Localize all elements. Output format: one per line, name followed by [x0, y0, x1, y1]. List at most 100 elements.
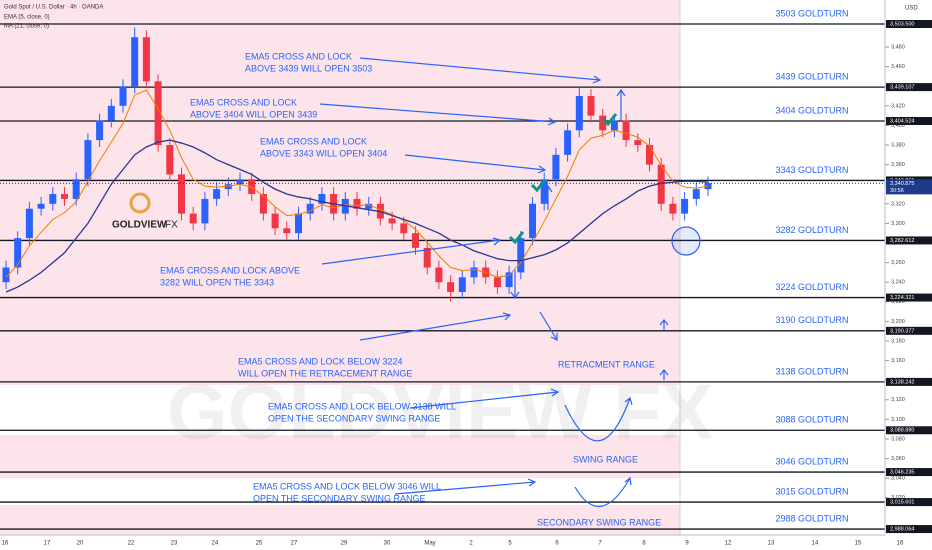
level-name: 2988 GOLDTURN	[775, 513, 848, 523]
price-tag	[886, 293, 932, 302]
current-price-tag	[886, 179, 932, 195]
annotation: RETRACMENT RANGE	[558, 359, 655, 369]
legend-ema: EMA (5, close, 0)	[4, 15, 50, 21]
y-tick-label: 3,120	[891, 397, 905, 403]
candle-body	[517, 238, 525, 273]
logo-text: GOLDVIEW	[112, 220, 167, 231]
candle-body	[306, 203, 314, 214]
price-tag-label: 3,015.601	[890, 500, 914, 506]
x-tick-label: 13	[768, 541, 775, 547]
price-tag	[886, 83, 932, 92]
level-name: 3503 GOLDTURN	[775, 8, 848, 18]
candle-body	[435, 267, 443, 283]
price-tag	[886, 326, 932, 335]
price-tag	[886, 525, 932, 534]
price-tag-label: 3,088.880	[890, 428, 914, 434]
arrows	[319, 57, 701, 507]
candle-body	[692, 189, 700, 199]
candle-body	[49, 194, 57, 204]
candle-body	[154, 81, 162, 146]
candle-body	[412, 233, 419, 248]
candle-body	[213, 189, 221, 199]
x-tick-label: 14	[812, 541, 819, 547]
label-panel	[680, 0, 885, 535]
candle-body	[493, 277, 501, 288]
candle-body	[283, 228, 291, 234]
annotation: ABOVE 3439 WILL OPEN 3503	[245, 63, 372, 73]
candle-body	[634, 140, 642, 146]
level-name: 3046 GOLDTURN	[775, 456, 848, 466]
x-tick-label: 30	[384, 541, 391, 547]
candle-body	[271, 213, 279, 229]
y-tick-label: 3,200	[891, 319, 905, 325]
price-tag-label: 3,439.107	[890, 85, 914, 91]
legend-ma: MA (21, close, 0)	[4, 24, 49, 30]
checkmarks	[508, 113, 618, 245]
y-tick-label: 3,260	[891, 260, 905, 266]
y-tick-label: 3,040	[891, 476, 905, 482]
price-tag-label: 3,224.321	[890, 295, 914, 301]
plot	[0, 23, 885, 530]
annotation: OPEN THE SECONDARY SWING RANGE	[253, 493, 426, 503]
annotation: SWING RANGE	[573, 454, 638, 464]
price-tag-label: 3,046.235	[890, 470, 914, 476]
current-price-label: 3,340.875	[890, 181, 914, 187]
y-tick-label: 3,300	[891, 221, 905, 227]
price-tag-label: 3,282.612	[890, 238, 914, 244]
candle-body	[259, 194, 267, 214]
annotation: EMA5 CROSS AND LOCK BELOW 3224	[238, 356, 403, 366]
y-tick-label: 3,420	[891, 103, 905, 109]
watermark: GOLDVIEW FX	[167, 368, 713, 456]
candle-body	[599, 115, 607, 131]
candle-body	[295, 213, 302, 234]
x-tick-label: 17	[44, 541, 51, 547]
price-tag-label: 3,138.242	[890, 379, 914, 385]
level-name: 3015 GOLDTURN	[775, 486, 848, 496]
candle-body	[447, 282, 455, 292]
y-tick-label: 3,160	[891, 358, 905, 364]
x-tick-label: 22	[128, 541, 135, 547]
annotation: ABOVE 3343 WILL OPEN 3404	[260, 148, 387, 158]
annotation: EMA5 CROSS AND LOCK	[190, 97, 297, 107]
y-tick-label: 3,320	[891, 201, 905, 207]
y-tick-label: 3,480	[891, 44, 905, 50]
candle-body	[201, 198, 209, 224]
candle-body	[610, 120, 618, 131]
y-tick-label: 3,460	[891, 64, 905, 70]
currency: USD	[905, 6, 918, 12]
candle-body	[189, 213, 197, 224]
candle-body	[142, 37, 150, 82]
x-tick-label: 12	[725, 541, 732, 547]
x-tick-label: 16	[897, 541, 904, 547]
candle-body	[365, 203, 373, 209]
level-name: 3088 GOLDTURN	[775, 415, 848, 425]
logo-suffix: FX	[165, 220, 178, 231]
candle-body	[131, 37, 139, 87]
price-tag	[886, 377, 932, 386]
annotation: ABOVE 3404 WILL OPEN 3439	[190, 109, 317, 119]
candle-body	[37, 203, 45, 209]
price-tag-label: 2,988.064	[890, 527, 914, 533]
x-tick-label: 27	[291, 541, 298, 547]
price-tag-label: 3,190.377	[890, 328, 914, 334]
countdown: 30:56	[890, 188, 904, 194]
price-tag	[886, 116, 932, 125]
symbol: Gold Spot / U.S. Dollar · 4h · OANDA	[4, 5, 103, 11]
annotation: OPEN THE SECONDARY SWING RANGE	[268, 413, 441, 423]
x-tick-label: 23	[171, 541, 178, 547]
candle-body	[470, 267, 478, 278]
indicator-line	[5, 139, 709, 293]
candle-body	[423, 247, 431, 268]
price-tag	[886, 236, 932, 245]
price-tag-label: 3,404.524	[890, 118, 914, 124]
candle-body	[575, 96, 583, 131]
candle-body	[529, 203, 536, 239]
price-tag-label: 3,503.500	[890, 21, 914, 27]
candle-body	[669, 203, 677, 214]
candle-body	[564, 130, 572, 155]
candle-body	[178, 174, 185, 214]
y-tick-label: 3,380	[891, 142, 905, 148]
x-tick-label: 8	[642, 541, 646, 547]
x-tick-label: 9	[685, 541, 689, 547]
